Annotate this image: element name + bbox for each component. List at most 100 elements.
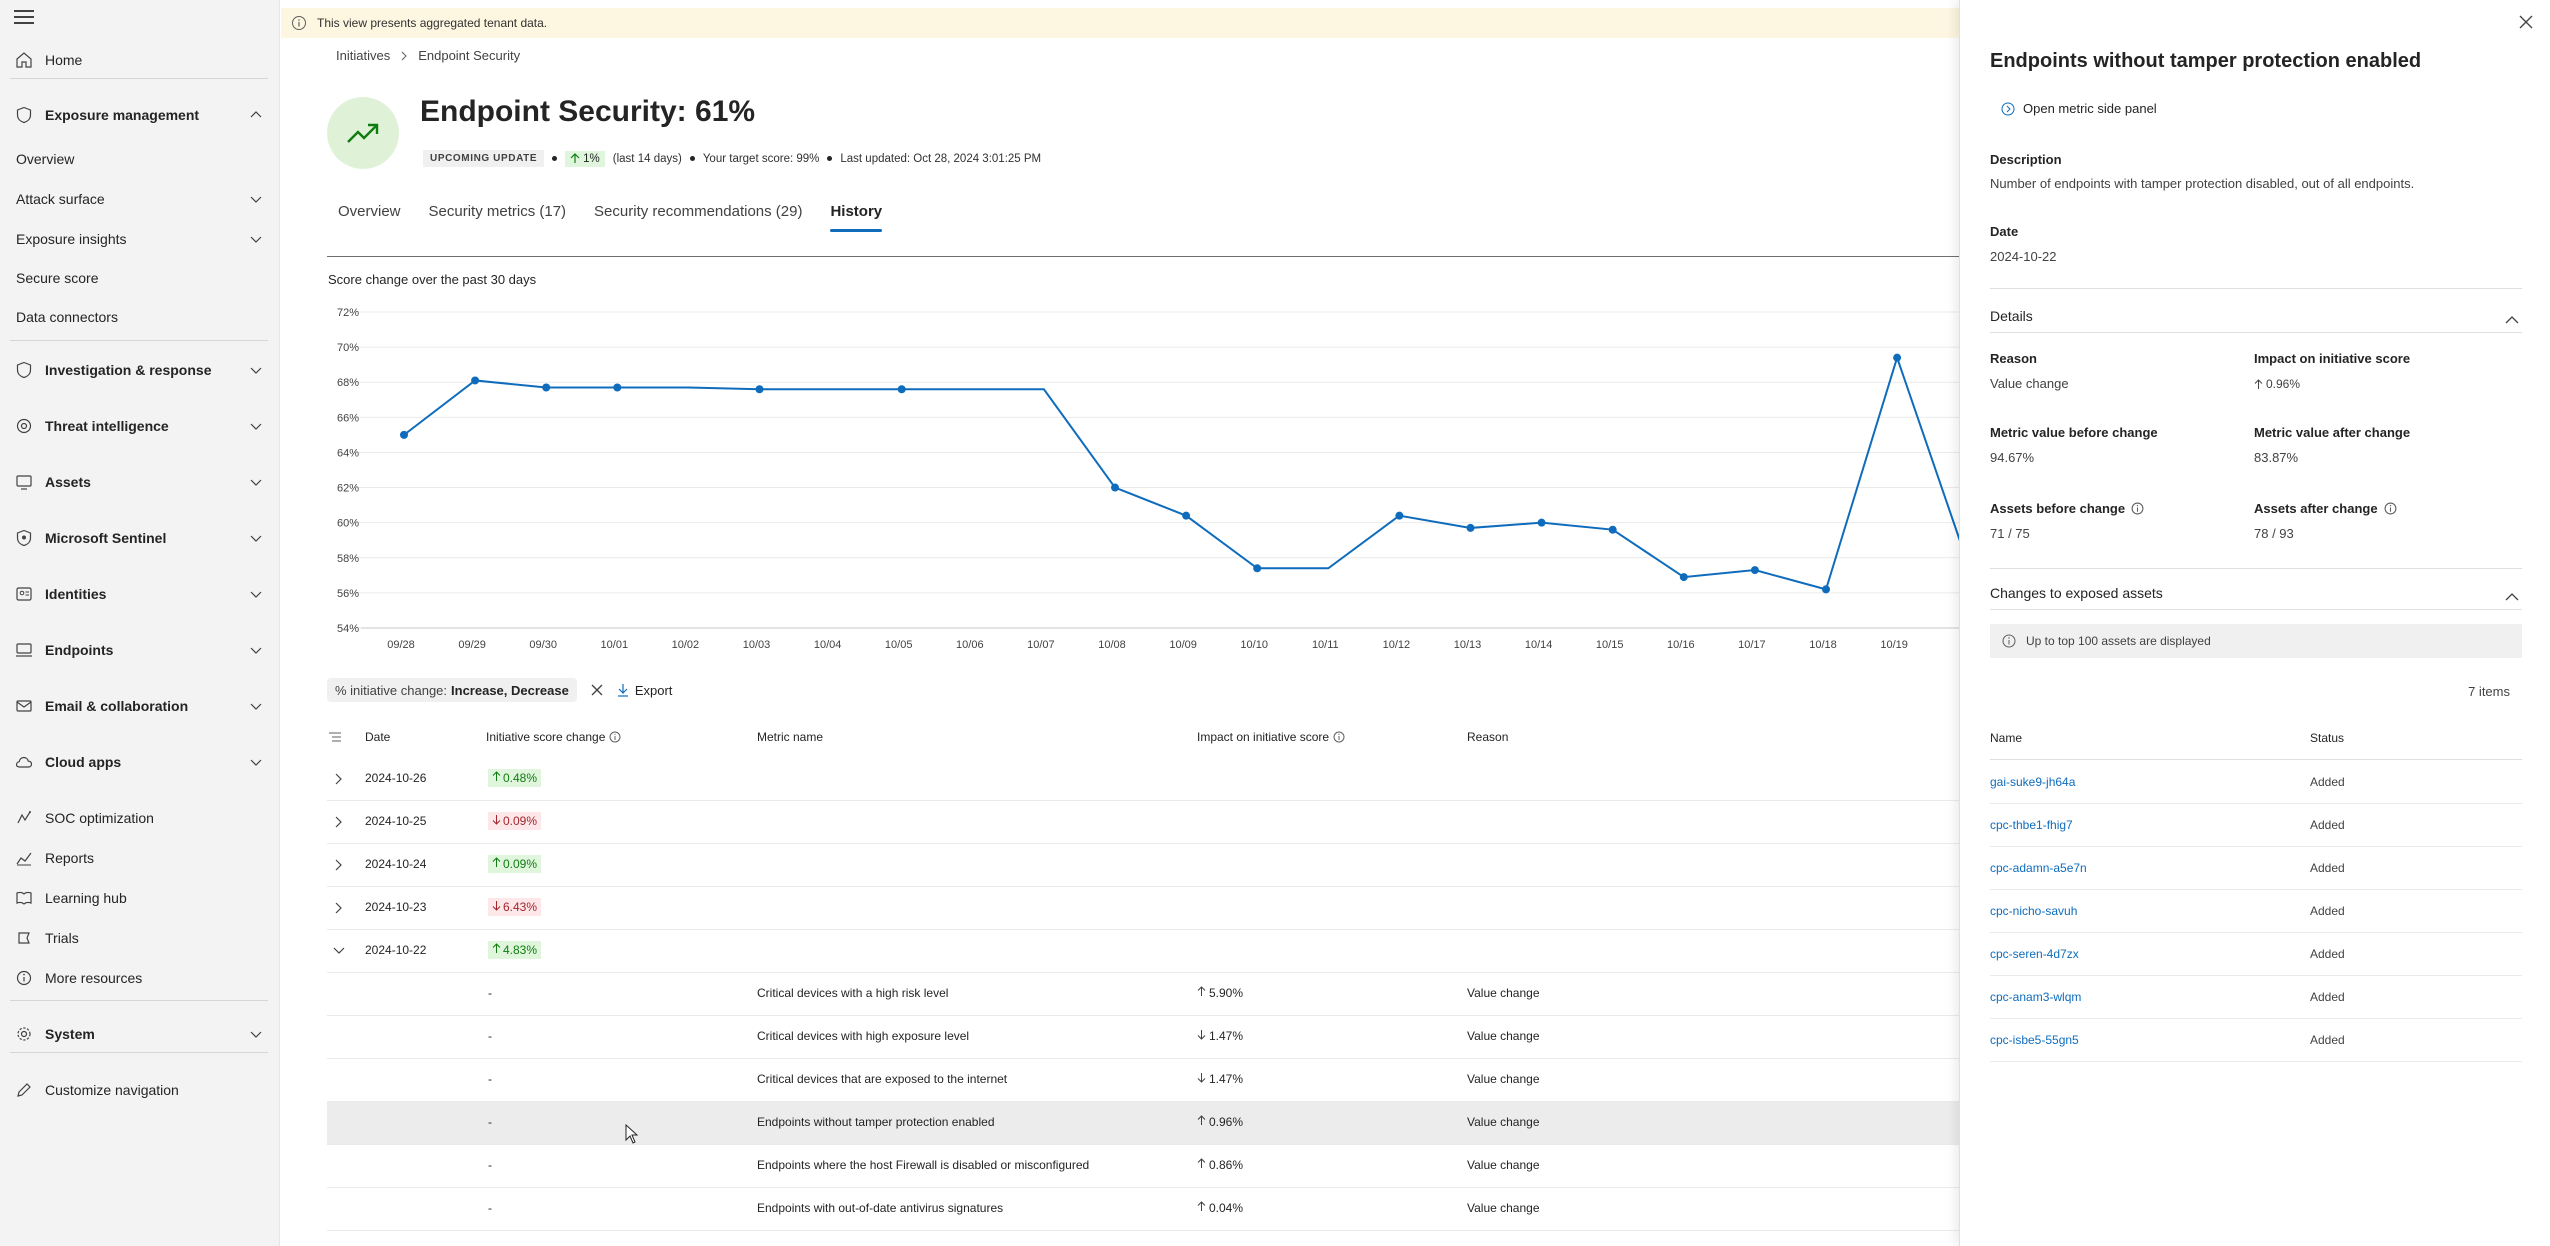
row-reason: Value change [1467,986,1540,1000]
row-metric-name: Endpoints with out-of-date antivirus sig… [757,1201,1004,1215]
sidebar-item-investigation-response[interactable]: Investigation & response [0,352,280,388]
info-icon[interactable] [2384,502,2397,515]
col-metric-name[interactable]: Metric name [757,730,824,744]
asset-name-link[interactable]: cpc-nicho-savuh [1990,904,2078,918]
sidebar-item-home[interactable]: Home [0,42,280,78]
table-row[interactable]: 2024-10-25 0.09% [327,801,1959,844]
table-row[interactable]: - Endpoints with out-of-date antivirus si… [327,1188,1959,1231]
sidebar-item-exposure-insights[interactable]: Exposure insights [0,221,280,257]
data-point[interactable] [613,383,622,392]
sidebar-item-data-connectors[interactable]: Data connectors [0,299,280,335]
info-icon[interactable] [2131,502,2144,515]
sidebar-item-trials[interactable]: Trials [0,920,280,956]
sidebar-item-threat-intelligence[interactable]: Threat intelligence [0,408,280,444]
table-row[interactable]: - Critical devices with a high risk level… [327,973,1959,1016]
description-label: Description [1990,152,2062,167]
asset-name-link[interactable]: gai-suke9-jh64a [1990,775,2076,789]
sidebar-item-soc-optimization[interactable]: SOC optimization [0,800,280,836]
export-button[interactable]: Export [617,683,672,698]
y-tick-label: 62% [337,483,359,495]
changes-label: Changes to exposed assets [1990,585,2163,601]
table-header: Date Initiative score change Metric name… [327,726,1959,750]
separator-dot [689,156,695,161]
initiative-change-filter[interactable]: % initiative change: Increase, Decrease [327,678,577,702]
data-point[interactable] [1111,483,1119,492]
score-change-value: - [488,1158,492,1172]
tab-overview[interactable]: Overview [338,203,401,220]
details-section-header[interactable]: Details [1990,308,2522,332]
y-tick-label: 56% [337,588,359,600]
sidebar-item-customize-navigation[interactable]: Customize navigation [0,1072,280,1108]
data-point[interactable] [897,385,906,394]
sidebar-item-endpoints[interactable]: Endpoints [0,632,280,668]
open-metric-side-panel-link[interactable]: Open metric side panel [2001,101,2157,116]
sidebar-item-assets[interactable]: Assets [0,464,280,500]
data-point[interactable] [1395,511,1404,520]
data-point[interactable] [1750,566,1759,575]
col-name[interactable]: Name [1990,731,2023,745]
table-row[interactable]: - Endpoints without tamper protection ena… [327,1102,1959,1145]
sidebar-item-system[interactable]: System [0,1016,280,1052]
score-change-value: 1% [583,152,600,165]
data-point[interactable] [1537,518,1546,527]
col-reason[interactable]: Reason [1467,730,1509,744]
data-point[interactable] [1608,525,1617,534]
table-row[interactable]: 2024-10-26 0.48% [327,758,1959,801]
data-point[interactable] [1893,353,1902,362]
clear-filter-icon[interactable] [587,680,607,700]
sidebar-item-learning-hub[interactable]: Learning hub [0,880,280,916]
info-icon [2002,634,2016,648]
data-point[interactable] [1466,523,1475,532]
data-point[interactable] [1679,573,1688,582]
table-row[interactable]: 2024-10-22 4.83% [327,930,1959,973]
col-date[interactable]: Date [365,730,391,744]
sidebar-item-attack-surface[interactable]: Attack surface [0,181,280,217]
col-status[interactable]: Status [2310,731,2345,745]
col-initiative-score-change[interactable]: Initiative score change [486,730,621,744]
table-row[interactable]: - Critical devices that are exposed to th… [327,1059,1959,1102]
data-point[interactable] [755,385,764,394]
chevron-right-icon[interactable] [333,859,345,874]
sidebar-item-cloud-apps[interactable]: Cloud apps [0,744,280,780]
asset-name-link[interactable]: cpc-isbe5-55gn5 [1990,1033,2079,1047]
chevron-right-icon[interactable] [333,816,345,831]
chevron-right-icon[interactable] [333,773,345,788]
close-icon[interactable] [2518,14,2534,30]
assets-after-label: Assets after change [2254,501,2397,516]
table-row[interactable]: - Critical devices with high exposure lev… [327,1016,1959,1059]
sidebar-item-label: System [45,1026,95,1042]
data-point[interactable] [1182,511,1191,520]
chevron-right-icon[interactable] [333,902,345,917]
sidebar-item-reports[interactable]: Reports [0,840,280,876]
panel-title: Endpoints without tamper protection enab… [1990,50,2422,72]
sidebar-item-email-collaboration[interactable]: Email & collaboration [0,688,280,724]
nav-divider [10,1000,268,1001]
asset-name-link[interactable]: cpc-anam3-wlqm [1990,990,2082,1004]
tab-history[interactable]: History [830,203,882,232]
chevron-down-icon[interactable] [333,945,345,960]
column-options-icon[interactable] [329,732,341,742]
sidebar-item-exposure-management[interactable]: Exposure management [0,97,280,133]
data-point[interactable] [471,376,480,385]
sidebar-item-identities[interactable]: Identities [0,576,280,612]
breadcrumb-initiatives[interactable]: Initiatives [336,48,391,63]
data-point[interactable] [1822,585,1830,594]
changes-section-header[interactable]: Changes to exposed assets [1990,585,2522,609]
data-point[interactable] [400,430,408,439]
sidebar-item-more-resources[interactable]: More resources [0,960,280,996]
asset-name-link[interactable]: cpc-thbe1-fhig7 [1990,818,2073,832]
table-row[interactable]: 2024-10-23 6.43% [327,887,1959,930]
hamburger-menu-icon[interactable] [14,10,34,26]
data-point[interactable] [1253,564,1262,573]
asset-name-link[interactable]: cpc-adamn-a5e7n [1990,861,2087,875]
sidebar-item-microsoft-sentinel[interactable]: Microsoft Sentinel [0,520,280,556]
data-point[interactable] [542,383,551,392]
sidebar-item-secure-score[interactable]: Secure score [0,260,280,296]
table-row[interactable]: - Endpoints where the host Firewall is di… [327,1145,1959,1188]
tab-security-recommendations[interactable]: Security recommendations (29) [594,203,803,220]
sidebar-item-overview[interactable]: Overview [0,141,280,177]
table-row[interactable]: 2024-10-24 0.09% [327,844,1959,887]
tab-security-metrics[interactable]: Security metrics (17) [428,203,567,220]
col-impact[interactable]: Impact on initiative score [1197,730,1345,744]
asset-name-link[interactable]: cpc-seren-4d7zx [1990,947,2079,961]
